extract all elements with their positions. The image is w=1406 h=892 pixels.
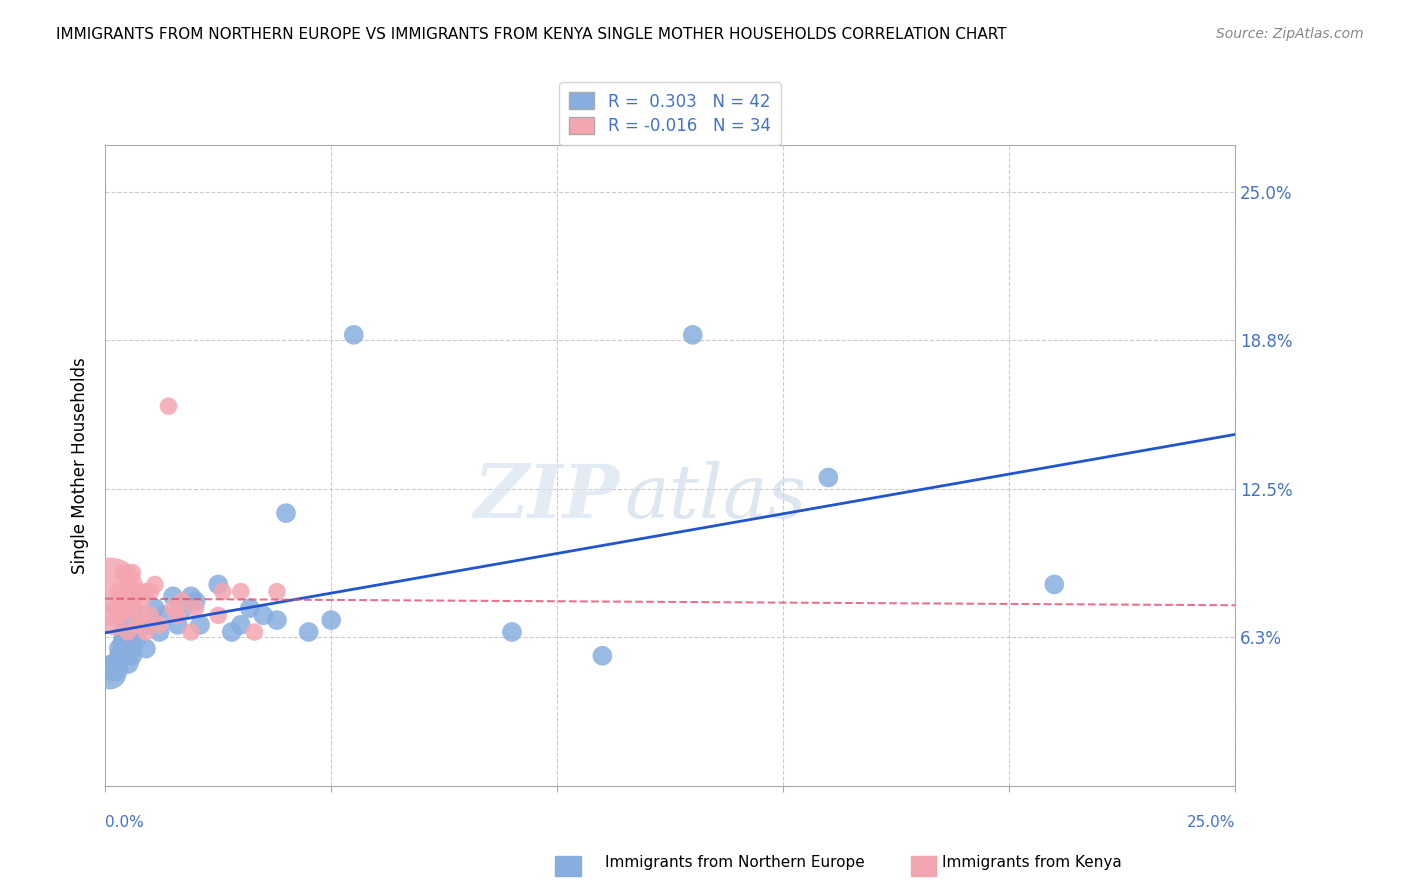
Text: 0.0%: 0.0%: [105, 815, 143, 830]
Point: [170, 601, 193, 615]
Point: [131, 608, 153, 623]
Point: [180, 624, 202, 639]
Point: [121, 601, 143, 615]
Point: [125, 632, 148, 646]
Text: 25.0%: 25.0%: [1187, 815, 1234, 830]
Point: [153, 608, 176, 623]
Point: [166, 608, 188, 623]
Point: [112, 624, 135, 639]
Point: [239, 601, 262, 615]
Point: [162, 590, 184, 604]
Point: [117, 656, 139, 670]
Point: [107, 648, 129, 663]
Point: [131, 608, 153, 623]
Point: [1043, 577, 1066, 591]
Point: [229, 617, 252, 632]
Point: [117, 624, 139, 639]
Point: [117, 577, 139, 591]
Point: [131, 613, 153, 627]
Text: IMMIGRANTS FROM NORTHERN EUROPE VS IMMIGRANTS FROM KENYA SINGLE MOTHER HOUSEHOLD: IMMIGRANTS FROM NORTHERN EUROPE VS IMMIG…: [56, 27, 1007, 42]
Point: [252, 608, 274, 623]
Point: [266, 584, 288, 599]
Point: [103, 601, 125, 615]
Point: [112, 637, 135, 651]
Point: [125, 617, 148, 632]
Point: [117, 617, 139, 632]
Text: Source: ZipAtlas.com: Source: ZipAtlas.com: [1216, 27, 1364, 41]
Point: [139, 584, 162, 599]
Point: [266, 613, 288, 627]
Legend: R =  0.303   N = 42, R = -0.016   N = 34: R = 0.303 N = 42, R = -0.016 N = 34: [560, 82, 780, 145]
Point: [103, 617, 125, 632]
Point: [125, 584, 148, 599]
Point: [112, 590, 135, 604]
Point: [321, 613, 343, 627]
Point: [274, 506, 297, 520]
Point: [112, 601, 135, 615]
Point: [343, 327, 366, 342]
Point: [501, 624, 523, 639]
Point: [817, 470, 839, 484]
Point: [98, 584, 121, 599]
Point: [170, 594, 193, 608]
Point: [143, 601, 166, 615]
Point: [157, 399, 180, 413]
Point: [135, 641, 157, 656]
Point: [135, 624, 157, 639]
Point: [98, 665, 121, 680]
Point: [184, 594, 207, 608]
Point: [112, 566, 135, 580]
Point: [107, 641, 129, 656]
Point: [121, 641, 143, 656]
Point: [221, 624, 243, 639]
Text: Immigrants from Kenya: Immigrants from Kenya: [942, 855, 1122, 870]
Point: [131, 594, 153, 608]
Point: [112, 632, 135, 646]
Text: Immigrants from Northern Europe: Immigrants from Northern Europe: [605, 855, 865, 870]
Point: [188, 617, 211, 632]
Point: [184, 601, 207, 615]
Text: atlas: atlas: [624, 461, 807, 534]
Point: [121, 648, 143, 663]
Point: [162, 601, 184, 615]
Point: [135, 617, 157, 632]
Point: [166, 617, 188, 632]
Text: ZIP: ZIP: [472, 461, 619, 534]
Point: [229, 584, 252, 599]
Point: [148, 624, 170, 639]
Point: [121, 584, 143, 599]
Point: [125, 624, 148, 639]
Point: [297, 624, 319, 639]
Point: [107, 584, 129, 599]
Point: [180, 590, 202, 604]
Point: [211, 584, 233, 599]
Point: [207, 608, 229, 623]
Point: [139, 613, 162, 627]
Point: [682, 327, 704, 342]
Point: [121, 566, 143, 580]
Point: [139, 608, 162, 623]
Point: [103, 660, 125, 674]
Point: [243, 624, 266, 639]
Y-axis label: Single Mother Households: Single Mother Households: [72, 357, 89, 574]
Point: [591, 648, 613, 663]
Point: [107, 608, 129, 623]
Point: [135, 584, 157, 599]
Point: [148, 617, 170, 632]
Point: [207, 577, 229, 591]
Point: [143, 577, 166, 591]
